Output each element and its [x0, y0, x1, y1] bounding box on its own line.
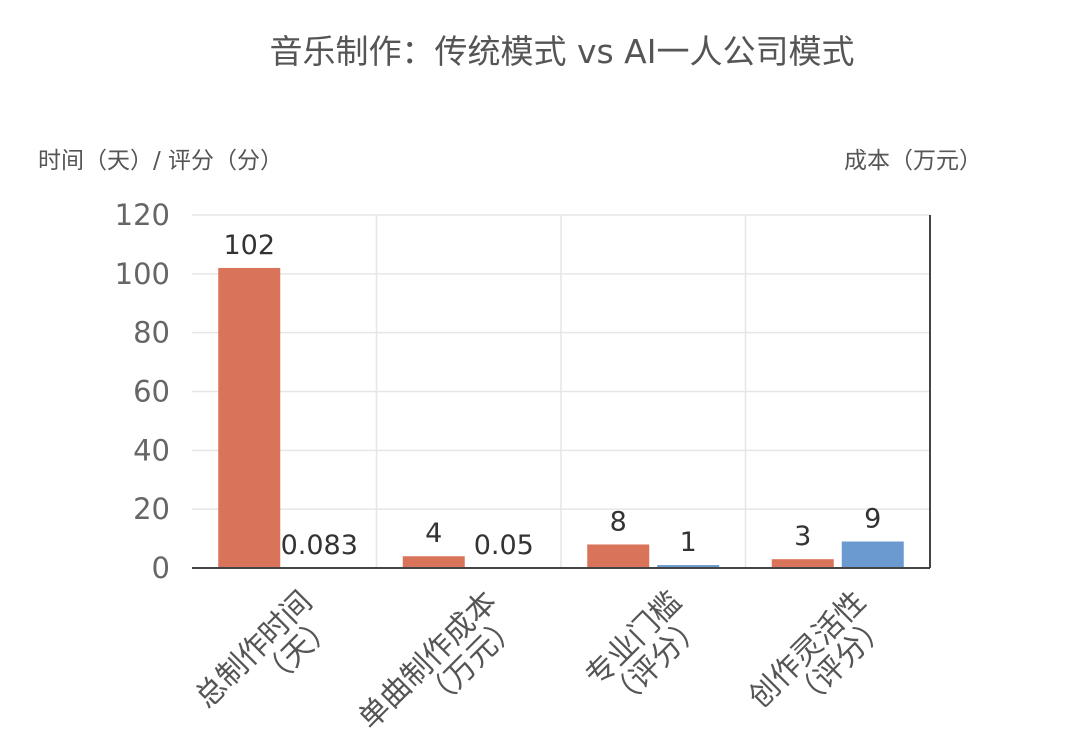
data-label: 1: [680, 527, 697, 558]
grid: [192, 214, 930, 568]
y-tick-label: 60: [133, 375, 170, 409]
y-tick-label: 20: [133, 492, 170, 526]
bar-series-2: [657, 565, 720, 568]
bar-series-1: [771, 559, 834, 568]
x-tick-label: 专业门槛（评分）: [579, 584, 711, 716]
bar-series-1: [218, 267, 281, 568]
y-tick-label: 100: [115, 257, 170, 291]
data-label: 0.05: [474, 530, 534, 561]
data-label: 4: [425, 518, 442, 549]
data-label: 102: [223, 230, 275, 261]
x-tick-label: 单曲制作成本（万元）: [352, 584, 527, 730]
bars: [218, 267, 904, 568]
bar-series-1: [402, 556, 465, 568]
axes: [192, 215, 931, 569]
y-tick-label: 120: [115, 198, 170, 232]
bar-series-2: [841, 541, 904, 568]
data-label: 0.083: [281, 530, 358, 561]
chart-title: 音乐制作：传统模式 vs AI一人公司模式: [269, 32, 854, 71]
y-axis-label: 时间（天）/ 评分（分）: [38, 148, 283, 174]
y-tick-label: 0: [152, 551, 170, 585]
bar-series-1: [587, 544, 650, 568]
x-tick-label: 创作灵活性（评分）: [742, 584, 895, 716]
y-tick-label: 80: [133, 316, 170, 350]
data-label: 3: [794, 521, 811, 552]
y2-axis-label: 成本（万元）: [844, 148, 982, 174]
data-label: 9: [864, 504, 881, 535]
x-tick-label: 总制作时间（天）: [189, 584, 342, 715]
data-label: 8: [610, 506, 627, 537]
y-tick-label: 40: [133, 433, 170, 467]
